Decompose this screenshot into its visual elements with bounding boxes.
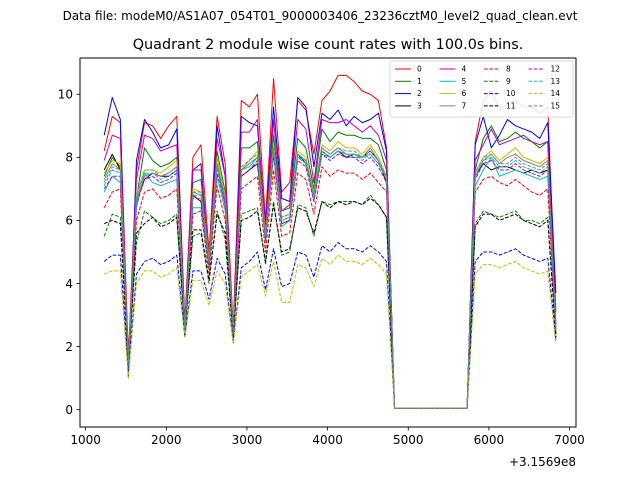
series-line-0 — [103, 74, 557, 409]
legend-label-12: 12 — [551, 65, 561, 74]
series-line-9 — [103, 194, 557, 409]
series-line-3 — [103, 150, 557, 409]
y-tick-label: 6 — [65, 214, 73, 228]
series-line-1 — [103, 125, 557, 409]
y-tick-label: 0 — [65, 403, 73, 417]
x-tick-label: 7000 — [554, 433, 585, 447]
axes-frame — [79, 57, 577, 428]
x-tick-label: 4000 — [312, 433, 343, 447]
x-tick-label: 3000 — [232, 433, 263, 447]
legend-label-5: 5 — [462, 77, 467, 86]
x-tick-label: 1000 — [70, 433, 101, 447]
x-axis-offset-label: +3.1569e8 — [509, 455, 576, 469]
x-tick-label: 5000 — [393, 433, 424, 447]
legend-box — [389, 60, 574, 118]
y-axis: 0 2 4 6 8 10 — [58, 88, 80, 417]
legend-label-13: 13 — [551, 77, 561, 86]
series-layer — [103, 74, 557, 409]
series-line-5 — [103, 150, 557, 409]
legend-label-6: 6 — [462, 89, 467, 98]
series-line-8 — [103, 166, 557, 409]
legend-label-11: 11 — [506, 102, 516, 111]
legend-label-4: 4 — [462, 65, 467, 74]
legend-label-14: 14 — [551, 89, 561, 98]
x-axis: 1000 2000 3000 4000 5000 6000 7000 — [70, 427, 585, 447]
legend-label-7: 7 — [462, 102, 467, 111]
series-line-14 — [104, 254, 557, 409]
legend-label-15: 15 — [551, 102, 561, 111]
series-line-10 — [103, 242, 557, 409]
series-line-7 — [103, 147, 557, 409]
legend-label-1: 1 — [417, 77, 422, 86]
legend-label-10: 10 — [506, 89, 516, 98]
series-line-15 — [103, 147, 557, 409]
series-line-2 — [103, 96, 557, 409]
legend-label-0: 0 — [417, 65, 422, 74]
series-line-13 — [103, 150, 557, 409]
legend-label-9: 9 — [506, 77, 511, 86]
x-tick-label: 6000 — [474, 433, 505, 447]
y-tick-label: 4 — [65, 277, 73, 291]
legend-label-2: 2 — [417, 89, 422, 98]
series-line-12 — [103, 153, 557, 409]
x-tick-label: 2000 — [151, 433, 182, 447]
y-tick-label: 8 — [65, 151, 73, 165]
y-tick-label: 10 — [58, 88, 73, 102]
series-line-11 — [104, 197, 557, 409]
legend-label-3: 3 — [417, 102, 422, 111]
legend-label-8: 8 — [506, 65, 511, 74]
figure-suptitle: Data file: modeM0/AS1A07_054T01_90000034… — [63, 9, 578, 23]
chart-title: Quadrant 2 module wise count rates with … — [133, 37, 524, 53]
y-tick-label: 2 — [65, 340, 73, 354]
